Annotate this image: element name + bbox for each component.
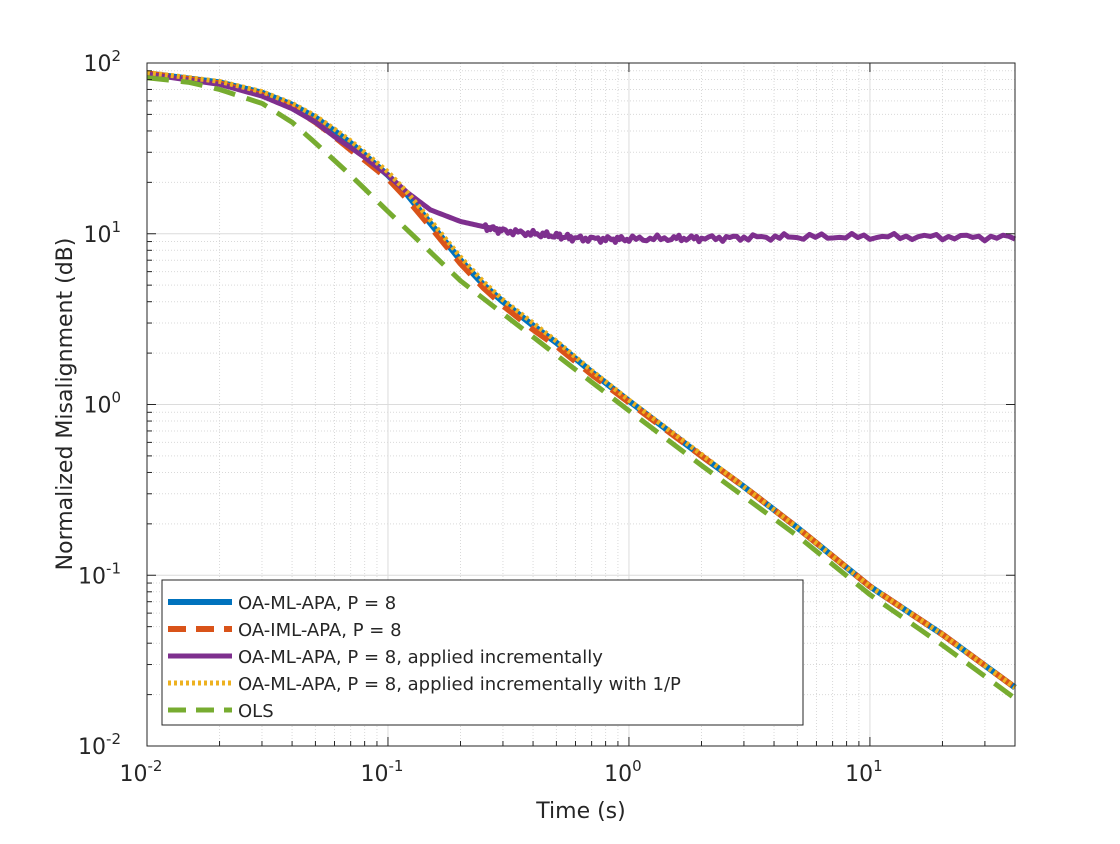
y-tick-base: 10: [83, 52, 111, 77]
y-tick-label: 100: [83, 389, 121, 419]
series-layer: [146, 69, 1017, 701]
y-tick-label: 10-2: [78, 730, 121, 760]
x-tick-base: 10: [360, 762, 388, 787]
y-tick-label: 10-1: [78, 559, 121, 589]
legend-label-4: OA-ML-APA, P = 8, applied incrementally …: [238, 674, 681, 695]
x-tick-base: 10: [120, 762, 148, 787]
axes: [146, 62, 1016, 747]
y-axis-label: Normalized Misalignment (dB): [53, 238, 78, 571]
x-tick-label: 10-2: [120, 757, 163, 787]
y-tick-base: 10: [83, 394, 111, 419]
y-tick-base: 10: [78, 564, 106, 589]
x-tick-exponent: -2: [148, 757, 163, 775]
legend-box: [161, 579, 804, 726]
x-tick-label: 10-1: [360, 757, 403, 787]
y-tick-exponent: -2: [106, 730, 121, 748]
legend-label-2: OA-IML-APA, P = 8: [238, 620, 402, 641]
x-tick-base: 10: [845, 762, 873, 787]
x-tick-exponent: -1: [388, 757, 403, 775]
y-tick-base: 10: [78, 735, 106, 760]
y-tick-exponent: 2: [111, 47, 121, 65]
x-tick-label: 100: [604, 757, 642, 787]
x-tick-label: 101: [845, 757, 883, 787]
y-tick-base: 10: [83, 223, 111, 248]
y-tick-exponent: -1: [106, 559, 121, 577]
axes-box: [146, 62, 1016, 747]
x-tick-exponent: 0: [632, 757, 642, 775]
x-tick-exponent: 1: [873, 757, 883, 775]
x-tick-base: 10: [604, 762, 632, 787]
legend-label-5: OLS: [238, 701, 274, 722]
x-axis-label: Time (s): [535, 799, 625, 824]
series-line-5: [146, 75, 1017, 701]
y-tick-exponent: 1: [111, 218, 121, 236]
y-tick-label: 101: [83, 218, 121, 248]
y-tick-label: 102: [83, 47, 121, 77]
y-tick-exponent: 0: [111, 389, 121, 407]
legend: OA-ML-APA, P = 8 OA-IML-APA, P = 8 OA-ML-A…: [161, 579, 804, 726]
legend-label-3: OA-ML-APA, P = 8, applied incrementally: [238, 647, 603, 668]
series-line-3: [146, 71, 1017, 245]
series-line-4: [146, 69, 1017, 690]
legend-label-1: OA-ML-APA, P = 8: [238, 593, 396, 614]
